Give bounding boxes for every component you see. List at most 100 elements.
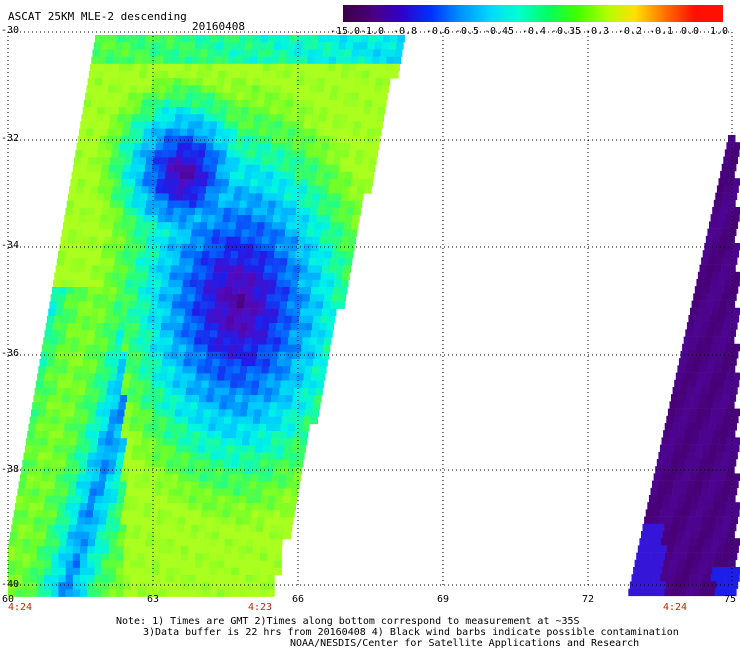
swath-cell: [155, 143, 164, 151]
swath-cell: [300, 351, 308, 360]
swath-cell: [243, 222, 251, 230]
swath-cell: [178, 49, 187, 57]
swath-cell: [126, 315, 134, 324]
swath-cell: [731, 545, 739, 553]
swath-cell: [201, 128, 209, 137]
swath-cell: [279, 222, 287, 230]
swath-cell: [159, 459, 167, 468]
swath-cell: [658, 516, 666, 525]
swath-cell: [141, 186, 149, 194]
swath-cell: [77, 179, 86, 187]
swath-cell: [112, 351, 121, 360]
swath-cell: [93, 85, 102, 93]
swath-cell: [238, 121, 247, 129]
swath-cell: [267, 546, 275, 554]
swath-cell: [243, 387, 251, 396]
swath-cell: [715, 423, 723, 431]
swath-cell: [185, 517, 193, 525]
swath-cell: [247, 531, 256, 540]
swath-cell: [697, 502, 706, 510]
swath-cell: [88, 243, 96, 252]
swath-cell: [315, 222, 323, 230]
swath-cell: [724, 545, 732, 553]
swath-cell: [47, 524, 55, 533]
swath-cell: [252, 207, 261, 216]
swath-cell: [265, 258, 274, 266]
swath-cell: [267, 164, 275, 173]
swath-cell: [135, 301, 144, 309]
swath-cell: [153, 71, 162, 79]
swath-cell: [95, 366, 104, 374]
lon-label: 63: [146, 594, 160, 605]
swath-cell: [220, 143, 228, 151]
swath-cell: [297, 323, 306, 331]
swath-cell: [335, 186, 343, 194]
swath-cell: [136, 467, 144, 475]
swath-cell: [683, 336, 692, 345]
swath-cell: [57, 294, 66, 302]
swath-cell: [645, 574, 654, 582]
swath-cell: [268, 409, 276, 417]
swath-cell: [700, 588, 708, 597]
swath-cell: [219, 359, 227, 367]
swath-cell: [66, 200, 75, 209]
swath-cell: [199, 265, 208, 273]
swath-cell: [195, 164, 203, 173]
swath-cell: [264, 179, 273, 187]
swath-cell: [159, 35, 168, 43]
swath-cell: [265, 344, 273, 353]
swath-cell: [720, 365, 729, 373]
swath-cell: [155, 524, 163, 533]
swath-cell: [156, 265, 164, 273]
swath-cell: [267, 121, 275, 129]
swath-cell: [180, 164, 189, 173]
swath-cell: [103, 323, 111, 331]
swath-cell: [131, 157, 140, 165]
swath-cell: [288, 207, 297, 216]
swath-cell: [119, 481, 127, 489]
swath-cell: [161, 488, 169, 497]
swath-cell: [201, 337, 210, 345]
swath-cell: [309, 171, 317, 180]
swath-cell: [263, 229, 271, 237]
swath-cell: [140, 150, 148, 158]
swath-cell: [231, 575, 239, 583]
swath-cell: [193, 510, 202, 518]
swath-cell: [133, 481, 142, 489]
swath-cell: [89, 359, 98, 367]
swath-cell: [339, 78, 348, 86]
swath-cell: [224, 164, 232, 173]
swath-cell: [8, 567, 16, 576]
swath-cell: [297, 157, 305, 165]
swath-cell: [281, 207, 289, 216]
swath-cell: [246, 409, 255, 417]
swath-cell: [274, 416, 282, 425]
swath-cell: [331, 42, 339, 50]
swath-cell: [296, 35, 305, 43]
swath-cell: [373, 92, 381, 101]
swath-cell: [143, 128, 152, 137]
swath-cell: [228, 474, 237, 482]
swath-cell: [173, 121, 182, 129]
swath-cell: [126, 186, 135, 194]
swath-cell: [300, 179, 309, 187]
swath-cell: [96, 488, 105, 497]
swath-cell: [322, 92, 331, 101]
swath-cell: [221, 179, 230, 187]
swath-cell: [628, 588, 636, 597]
swath-cell: [213, 56, 222, 65]
swath-cell: [72, 503, 80, 511]
swath-cell: [295, 294, 303, 302]
swath-cell: [348, 236, 356, 245]
swath-cell: [97, 107, 105, 115]
swath-cell: [46, 445, 54, 453]
swath-cell: [124, 200, 132, 209]
swath-cell: [281, 503, 289, 511]
swath-cell: [228, 517, 236, 525]
swath-cell: [181, 35, 189, 43]
swath-cell: [195, 553, 203, 561]
swath-cell: [205, 63, 213, 72]
swath-cell: [283, 279, 291, 288]
swath-cell: [712, 207, 720, 215]
swath-cell: [326, 114, 334, 122]
